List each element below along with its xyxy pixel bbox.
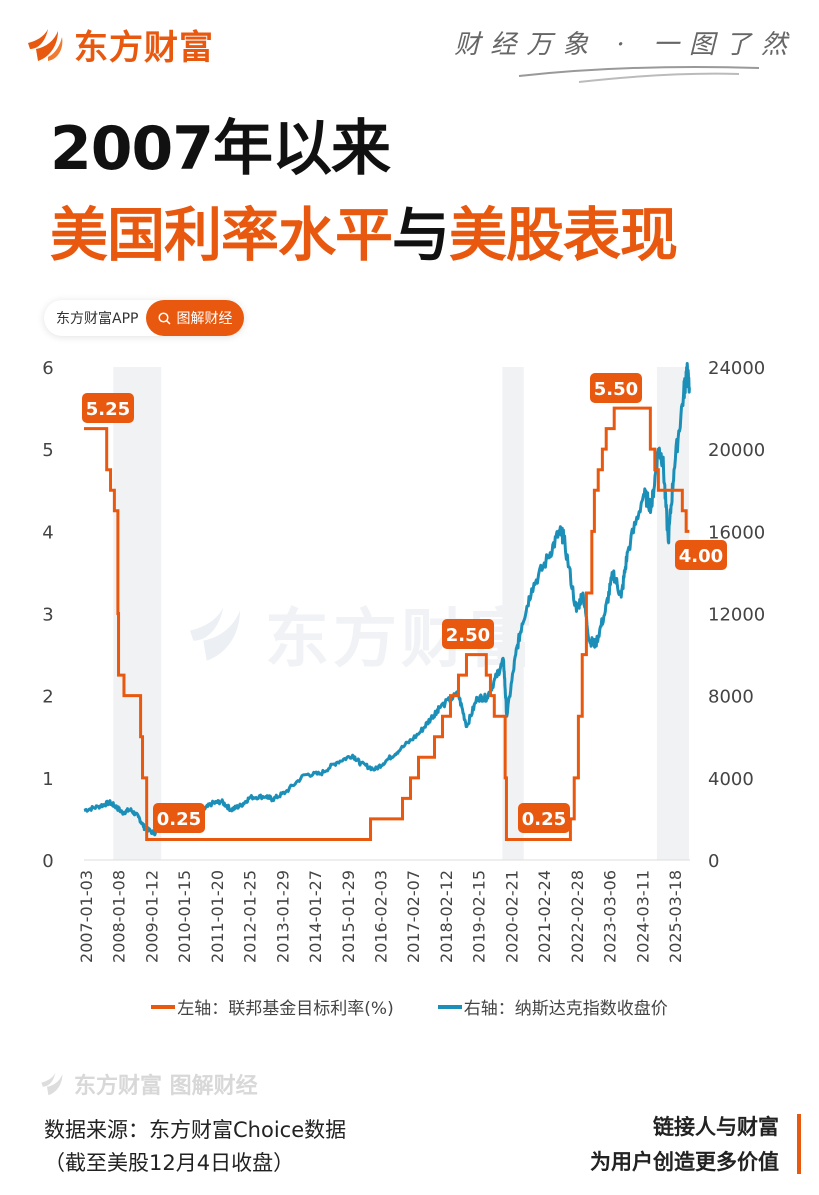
x-tick-label: 2016-02-03 [372,870,391,963]
x-tick-label: 2018-02-12 [437,870,456,963]
rate-annotation-badge: 0.25 [518,803,570,833]
tagline-accent-bar [797,1114,801,1174]
legend-item-fed-rate: 左轴：联邦基金目标利率(%) [151,994,394,1019]
rate-annotation-badge: 5.50 [590,373,642,403]
flame-wing-icon [28,28,63,61]
x-axis-ticks: 2007-01-03 2008-01-08 2009-01-12 2010-01-15… [77,870,685,963]
legend-label-nasdaq: 右轴：纳斯达克指数收盘价 [463,999,668,1019]
x-tick-label: 2007-01-03 [77,870,96,963]
data-source: 数据来源：东方财富Choice数据 （截至美股12月4日收盘） [44,1114,346,1180]
right-tick-label: 16000 [708,522,765,543]
shaded-period [502,367,524,860]
shaded-period [113,367,162,860]
rate-annotation-badge: 4.00 [675,540,727,570]
svg-text:0.25: 0.25 [522,809,566,830]
x-tick-label: 2020-02-21 [502,870,521,963]
right-tick-label: 8000 [708,687,754,708]
left-tick-label: 4 [42,522,53,543]
svg-text:5.25: 5.25 [86,399,130,420]
app-pill: 东方财富APP 图解财经 [44,300,245,336]
svg-text:4.00: 4.00 [679,546,723,567]
right-axis-ticks: 0 4000 8000 12000 16000 20000 24000 [708,358,765,872]
watermark-logo-icon [190,607,240,661]
slogan: 财经万象 · 一图了然 [454,30,797,60]
x-tick-label: 2022-02-28 [568,870,587,963]
x-tick-label: 2019-02-15 [470,870,489,963]
search-icon [158,311,171,325]
x-tick-label: 2015-01-29 [339,870,358,963]
x-tick-label: 2017-02-07 [404,870,423,963]
title-part-stocks: 美股表现 [449,201,678,269]
left-tick-label: 3 [42,605,53,626]
x-tick-label: 2009-01-12 [142,870,161,963]
page-title-line2: 美国利率水平与美股表现 [50,188,678,272]
svg-text:2.50: 2.50 [446,625,490,646]
brand-name: 东方财富 [74,28,214,68]
right-tick-label: 0 [708,851,719,872]
title-part-and: 与 [392,201,450,269]
right-tick-label: 4000 [708,769,754,790]
rate-annotation-badge: 2.50 [442,619,494,649]
x-tick-label: 2008-01-08 [110,870,129,963]
tagline-line1: 链接人与财富 [653,1115,779,1139]
fed-rate-series-line [84,406,690,841]
nasdaq-series-line [83,362,691,837]
rate-annotation-badge: 0.25 [153,803,205,833]
tagline-line2: 为用户创造更多价值 [590,1150,779,1174]
svg-text:0.25: 0.25 [157,809,201,830]
rate-annotation-badge: 5.25 [82,393,134,423]
legend-swatch-orange [151,1004,176,1009]
bottom-watermark: 东方财富 图解财经 [40,1068,258,1100]
left-tick-label: 2 [42,687,53,708]
rate-vs-nasdaq-chart: 0 1 2 3 4 5 6 0 4000 8000 12000 16000 20000 24000 20… [42,358,765,963]
left-tick-label: 0 [42,851,53,872]
source-line2: （截至美股12月4日收盘） [44,1151,295,1175]
left-tick-label: 1 [42,769,53,790]
graphic-finance-label: 图解财经 [176,311,233,327]
x-tick-label: 2023-03-06 [601,870,620,963]
left-axis-ticks: 0 1 2 3 4 5 6 [42,358,53,872]
legend-label-fed-rate: 左轴：联邦基金目标利率(%) [177,999,394,1019]
svg-text:5.50: 5.50 [594,379,638,400]
shaded-period [656,367,689,860]
x-tick-label: 2024-03-11 [633,870,652,963]
bottom-watermark-text: 东方财富 图解财经 [74,1074,258,1099]
chart-legend: 左轴：联邦基金目标利率(%) 右轴：纳斯达克指数收盘价 [0,994,819,1019]
x-tick-label: 2013-01-29 [273,870,292,963]
x-tick-label: 2014-01-27 [306,870,325,963]
shaded-periods [113,367,689,860]
source-line1: 数据来源：东方财富Choice数据 [44,1118,347,1142]
app-label: 东方财富APP [56,311,139,327]
x-tick-label: 2011-01-20 [208,870,227,963]
right-tick-label: 12000 [708,605,765,626]
legend-item-nasdaq: 右轴：纳斯达克指数收盘价 [437,994,668,1019]
graphic-finance-button[interactable]: 图解财经 [146,300,245,336]
x-tick-label: 2010-01-15 [175,870,194,963]
x-tick-label: 2025-03-18 [666,870,685,963]
swoosh-decoration [518,66,760,83]
watermark-small-logo-icon [41,1072,63,1096]
right-tick-label: 20000 [708,440,765,461]
rate-annotations: 5.25 0.25 2.50 0.25 5.50 4.00 [82,373,727,833]
page-title-line1: 2007年以来 [50,114,391,184]
right-tick-label: 24000 [708,358,765,379]
tagline: 链接人与财富 为用户创造更多价值 [590,1110,779,1180]
x-tick-label: 2012-01-25 [241,870,260,963]
left-tick-label: 6 [42,358,53,379]
left-tick-label: 5 [42,440,53,461]
legend-swatch-blue [437,1004,462,1009]
brand-logo: 东方财富 [26,20,214,69]
title-part-rates: 美国利率水平 [50,201,393,269]
x-tick-label: 2021-02-24 [535,870,554,963]
